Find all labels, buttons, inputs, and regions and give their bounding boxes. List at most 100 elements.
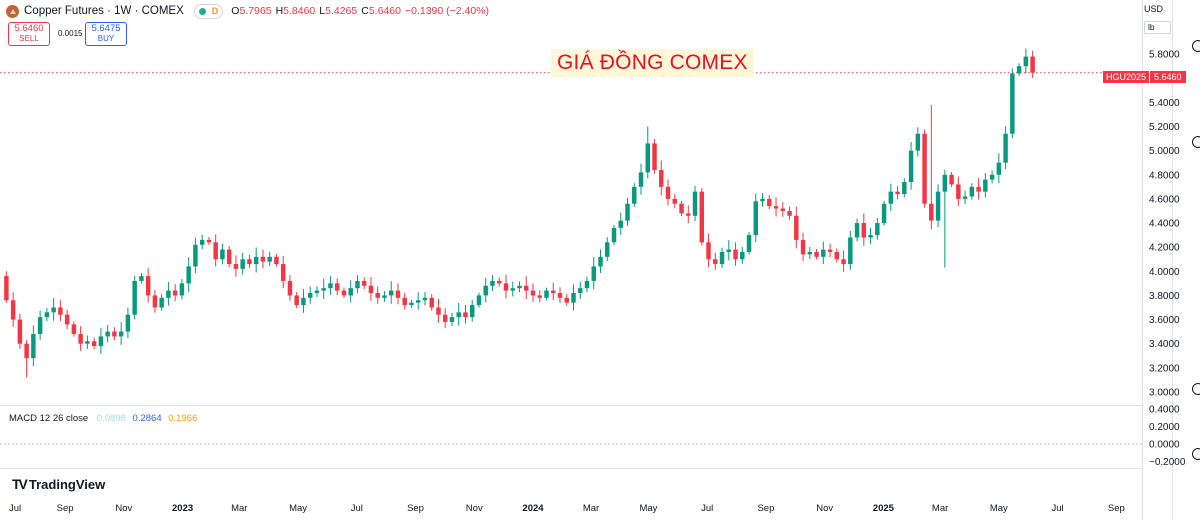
candle-body [787, 210, 792, 216]
buy-button[interactable]: 5.6475 BUY [85, 22, 127, 46]
ohlc-value: 5.8460 [283, 5, 316, 17]
candle-body [348, 288, 353, 296]
candle-body [848, 237, 853, 265]
candle-body [578, 288, 583, 294]
candle-body [503, 283, 509, 291]
tradingview-brand: TradingView [28, 476, 106, 492]
time-tick-label: Jul [9, 503, 21, 514]
candle-body [767, 198, 772, 207]
symbol-title[interactable]: Copper Futures · 1W · COMEX [24, 5, 184, 17]
candle-body [145, 276, 151, 296]
time-tick-label: May [990, 503, 1008, 514]
candle-body [476, 295, 482, 306]
candle-body [652, 143, 657, 170]
candle-body [935, 191, 941, 221]
crosshair-icon[interactable] [1192, 40, 1200, 52]
candle-body [31, 334, 36, 359]
candle-body [692, 191, 698, 216]
macd-tick-label: 0.4000 [1149, 404, 1180, 415]
macd-name[interactable]: MACD 12 26 close [9, 413, 89, 424]
candle-body [328, 283, 333, 289]
macd-legend: MACD 12 26 close 0.0898 0.2864 0.1966 [9, 413, 197, 424]
time-tick-label: Nov [466, 503, 483, 514]
price-tick-label: 4.8000 [1149, 170, 1180, 181]
time-tick-label: 2025 [873, 503, 895, 514]
candle-body [922, 133, 927, 204]
candle-body [166, 290, 171, 298]
candle-body [672, 198, 678, 204]
candle-body [253, 256, 259, 265]
clock-icon[interactable] [1192, 383, 1200, 395]
macd-line-value: 0.2864 [132, 413, 162, 424]
price-tick-label: 3.2000 [1149, 363, 1180, 374]
candle-body [240, 259, 245, 269]
alert-icon[interactable] [1192, 448, 1200, 460]
ohlc-value: 5.4265 [325, 5, 358, 17]
unit-selector[interactable]: lb [1144, 21, 1171, 34]
time-tick-label: Sep [757, 503, 774, 514]
candle-body [679, 203, 684, 214]
sell-label: SELL [19, 34, 39, 43]
time-tick-label: Mar [932, 503, 948, 514]
candle-body [942, 174, 948, 192]
price-tick-label: 5.4000 [1149, 98, 1180, 109]
candle-body [517, 285, 522, 289]
candle-body [834, 251, 840, 260]
candle-body [611, 227, 617, 243]
candle-body [152, 295, 158, 308]
tradingview-logo[interactable]: TV TradingView [12, 476, 105, 492]
candle-body [760, 198, 765, 202]
candle-body [969, 186, 975, 197]
time-tick-label: Mar [583, 503, 599, 514]
time-tick-label: 2023 [172, 503, 193, 514]
candle-body [355, 280, 360, 289]
candle-body [929, 203, 934, 221]
candle-body [686, 213, 691, 216]
candle-body [436, 307, 441, 315]
candle-body [85, 341, 90, 344]
candle-body [429, 297, 434, 308]
candle-body [294, 295, 299, 306]
ohlc-key: O [231, 5, 240, 17]
candle-body [267, 256, 272, 262]
candle-body [557, 293, 563, 298]
candle-body [172, 290, 178, 296]
candle-body [996, 162, 1002, 175]
price-tag-value: 5.6460 [1150, 71, 1186, 83]
candle-body [780, 208, 786, 211]
candle-body [186, 266, 191, 284]
candle-body [415, 300, 421, 303]
candle-body [490, 280, 495, 286]
currency-label[interactable]: USD [1144, 4, 1164, 14]
candle-body [44, 312, 50, 318]
candle-body [497, 280, 502, 284]
price-tick-label: 5.8000 [1149, 50, 1180, 61]
candle-body [24, 343, 29, 359]
candle-body [91, 341, 97, 347]
copper-logo-icon [6, 4, 19, 18]
time-tick-label: Sep [407, 503, 424, 514]
candle-body [713, 259, 718, 265]
candle-body [875, 223, 880, 236]
magnet-icon[interactable] [1192, 136, 1200, 148]
candle-body [915, 133, 921, 151]
candle-body [625, 203, 630, 221]
ohlc-value: −0.1390 (−2.40%) [404, 5, 490, 17]
candle-body [78, 334, 83, 344]
price-tick-label: 5.0000 [1149, 146, 1180, 157]
candle-body [645, 143, 650, 173]
price-tick-label: 5.2000 [1149, 122, 1180, 133]
candle-body [314, 290, 320, 294]
macd-signal-value: 0.1966 [168, 413, 198, 424]
candle-body [226, 249, 232, 265]
candle-body [861, 223, 867, 238]
sell-button[interactable]: 5.6460 SELL [8, 22, 50, 46]
ohlc-key: C [361, 5, 369, 17]
candle-body [551, 290, 556, 294]
candle-body [382, 295, 387, 298]
interval-pill[interactable]: D [193, 3, 224, 19]
candle-body [800, 239, 806, 255]
candle-body [71, 324, 77, 335]
candle-body [260, 256, 266, 262]
